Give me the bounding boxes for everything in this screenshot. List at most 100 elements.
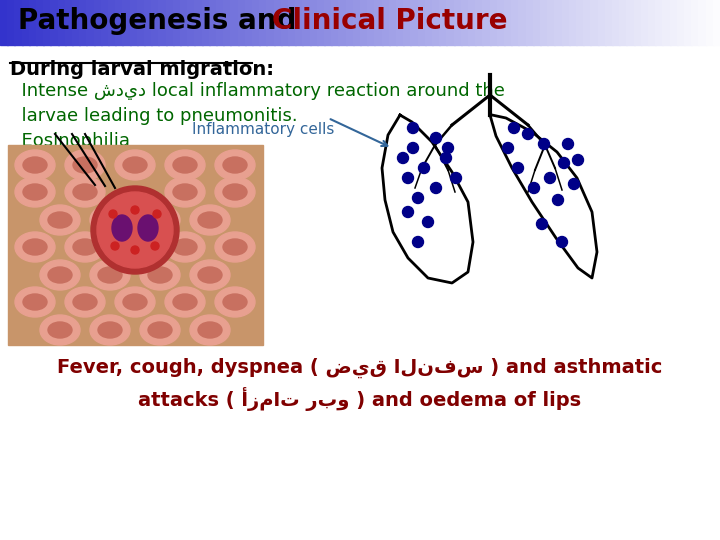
Ellipse shape <box>173 184 197 200</box>
Bar <box>58 0 66 45</box>
Circle shape <box>443 143 454 153</box>
Bar <box>122 0 130 45</box>
Ellipse shape <box>23 239 47 255</box>
Text: Intense شديد local inflammatory reaction around the: Intense شديد local inflammatory reaction… <box>10 82 505 100</box>
Bar <box>641 0 649 45</box>
Ellipse shape <box>98 322 122 338</box>
Bar <box>490 0 498 45</box>
Ellipse shape <box>215 232 255 262</box>
Bar <box>36 0 44 45</box>
Ellipse shape <box>165 232 205 262</box>
Bar <box>281 0 289 45</box>
Circle shape <box>413 237 423 247</box>
Text: Inflammatory cells: Inflammatory cells <box>192 122 334 137</box>
Bar <box>230 0 238 45</box>
Bar <box>158 0 166 45</box>
Circle shape <box>402 172 413 184</box>
Bar <box>698 0 706 45</box>
Circle shape <box>508 123 520 133</box>
Bar <box>684 0 692 45</box>
Bar <box>374 0 382 45</box>
Ellipse shape <box>73 184 97 200</box>
Ellipse shape <box>15 177 55 207</box>
Ellipse shape <box>123 157 147 173</box>
Polygon shape <box>382 115 473 283</box>
Circle shape <box>413 192 423 204</box>
Ellipse shape <box>140 205 180 235</box>
Bar <box>648 0 656 45</box>
Circle shape <box>111 242 119 250</box>
Bar <box>14 0 22 45</box>
Ellipse shape <box>173 239 197 255</box>
Bar <box>166 0 174 45</box>
Ellipse shape <box>123 294 147 310</box>
Bar <box>173 0 181 45</box>
Circle shape <box>503 143 513 153</box>
Ellipse shape <box>15 232 55 262</box>
Circle shape <box>557 237 567 247</box>
Circle shape <box>97 192 173 268</box>
Bar <box>425 0 433 45</box>
Ellipse shape <box>112 215 132 241</box>
Bar <box>691 0 699 45</box>
Bar <box>626 0 634 45</box>
Ellipse shape <box>165 177 205 207</box>
Bar <box>504 0 512 45</box>
Bar <box>526 0 534 45</box>
Bar <box>101 0 109 45</box>
Ellipse shape <box>148 267 172 283</box>
Circle shape <box>539 138 549 150</box>
Bar <box>29 0 37 45</box>
Bar <box>209 0 217 45</box>
Text: larvae leading to pneumonitis.: larvae leading to pneumonitis. <box>10 107 297 125</box>
Bar <box>576 0 584 45</box>
Bar <box>259 0 267 45</box>
Bar <box>655 0 663 45</box>
Bar <box>389 0 397 45</box>
Ellipse shape <box>148 322 172 338</box>
Circle shape <box>523 129 534 139</box>
Bar <box>310 0 318 45</box>
Ellipse shape <box>65 232 105 262</box>
Ellipse shape <box>23 157 47 173</box>
Bar <box>569 0 577 45</box>
Bar <box>288 0 296 45</box>
Bar <box>583 0 591 45</box>
Bar <box>324 0 332 45</box>
Circle shape <box>431 183 441 193</box>
Bar <box>346 0 354 45</box>
Bar <box>497 0 505 45</box>
Bar <box>518 0 526 45</box>
Ellipse shape <box>23 294 47 310</box>
Bar <box>382 0 390 45</box>
Ellipse shape <box>65 287 105 317</box>
Bar <box>7 0 15 45</box>
Ellipse shape <box>215 177 255 207</box>
Bar <box>612 0 620 45</box>
Ellipse shape <box>115 287 155 317</box>
Circle shape <box>572 154 583 165</box>
Circle shape <box>109 210 117 218</box>
Text: Fever, cough, dyspnea ( ضيق النفس ) and asthmatic: Fever, cough, dyspnea ( ضيق النفس ) and … <box>58 358 662 379</box>
Circle shape <box>151 242 159 250</box>
Circle shape <box>418 163 430 173</box>
Bar <box>554 0 562 45</box>
Bar <box>605 0 613 45</box>
Ellipse shape <box>190 315 230 345</box>
Bar <box>65 0 73 45</box>
Bar <box>418 0 426 45</box>
Circle shape <box>528 183 539 193</box>
Ellipse shape <box>138 215 158 241</box>
Bar <box>144 0 152 45</box>
Text: Eosinophilia: Eosinophilia <box>10 132 130 150</box>
Bar <box>482 0 490 45</box>
Bar <box>180 0 188 45</box>
Ellipse shape <box>190 205 230 235</box>
Bar <box>151 0 159 45</box>
Bar <box>634 0 642 45</box>
Ellipse shape <box>40 260 80 290</box>
Ellipse shape <box>198 212 222 228</box>
Ellipse shape <box>65 177 105 207</box>
Ellipse shape <box>190 260 230 290</box>
Bar <box>115 0 123 45</box>
